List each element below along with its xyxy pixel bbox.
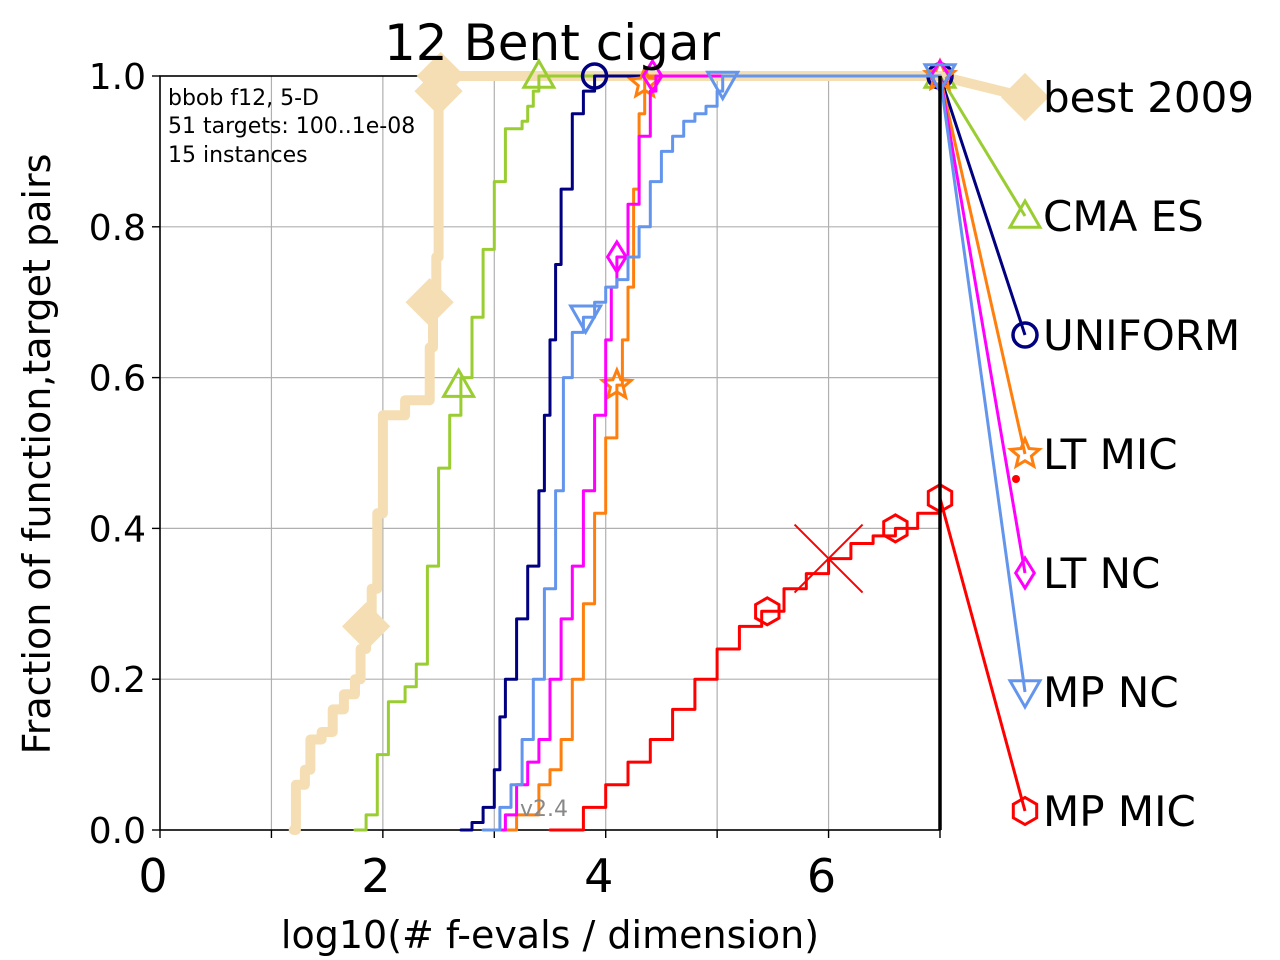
annotation-line-2: 51 targets: 100..1e-08 [168, 114, 415, 139]
marker-circle [1011, 321, 1039, 349]
marker-triangle-down [1007, 679, 1043, 711]
y-tick-label: 0.4 [89, 509, 146, 550]
series-line [487, 74, 942, 832]
legend-dot [1012, 475, 1020, 483]
series-mp-nc [481, 63, 1027, 832]
marker-triangle-up [521, 57, 557, 89]
legend-item: MP MIC [1011, 787, 1196, 836]
x-axis-label: log10(# f-evals / dimension) [281, 913, 819, 957]
marker-hexagon [882, 513, 909, 544]
series-mp-mic [548, 482, 1027, 832]
legend-connector [938, 75, 1027, 336]
series-layer [288, 51, 1027, 835]
legend-connector [938, 75, 1027, 217]
marker-diamond [416, 51, 465, 101]
axis-ticks: 0 2 4 6 0.0 0.2 0.4 0.6 0.8 1.0 [89, 57, 941, 903]
legend-connector [938, 497, 1027, 812]
cross-marker [793, 523, 864, 594]
x-tick-label: 0 [138, 849, 167, 903]
marker-diamond-open [641, 58, 664, 94]
legend-label: LT NC [1043, 549, 1160, 598]
y-tick-label: 0.6 [89, 359, 146, 400]
legend-label: best 2009 [1043, 73, 1254, 122]
version-label: v2.4 [520, 797, 568, 822]
series-line [492, 74, 942, 832]
annotation-line-3: 15 instances [168, 143, 308, 168]
cross-stroke [793, 523, 864, 594]
legend-label: LT MIC [1043, 430, 1178, 479]
marker-triangle-up [1007, 197, 1043, 229]
marker-diamond [342, 602, 391, 651]
marker-star [1006, 435, 1044, 470]
annotation-line-1: bbob f12, 5-D [168, 86, 319, 111]
legend: best 2009 CMA ES UNIFORM LT MIC LT NC MP NC MP… [1000, 72, 1254, 836]
legend-connector [938, 75, 1027, 574]
marker-hexagon [754, 596, 781, 627]
y-tick-label: 0.8 [89, 208, 146, 249]
marker-triangle-down [922, 63, 958, 95]
legend-item: LT MIC [1006, 430, 1178, 479]
series-line [481, 74, 942, 832]
legend-item: MP NC [1007, 668, 1179, 717]
legend-connector [938, 75, 1027, 455]
series-lt-nc [487, 58, 1027, 832]
legend-label: MP NC [1043, 668, 1179, 717]
y-tick-label: 0.2 [89, 660, 146, 701]
y-axis-label: Fraction of function,target pairs [15, 154, 59, 755]
x-tick-label: 4 [584, 849, 613, 903]
series-line [459, 74, 942, 832]
series-line [548, 496, 942, 832]
y-tick-label: 1.0 [89, 57, 146, 98]
series-best-2009 [288, 51, 1027, 835]
x-tick-label: 2 [361, 849, 390, 903]
marker-triangle-up [441, 367, 477, 398]
legend-item: CMA ES [1007, 192, 1204, 241]
legend-label: MP MIC [1043, 787, 1196, 836]
chart-title: 12 Bent cigar [384, 14, 721, 72]
marker-triangle-down [568, 304, 604, 336]
series-line [288, 71, 945, 835]
legend-item: best 2009 [1000, 72, 1254, 122]
series-cma-es [353, 57, 1027, 832]
marker-diamond [405, 278, 454, 327]
legend-connector [938, 75, 1027, 693]
legend-label: CMA ES [1043, 192, 1204, 241]
marker-hexagon [1011, 795, 1039, 827]
legend-item: UNIFORM [1011, 311, 1240, 360]
marker-diamond [1000, 72, 1050, 122]
series-lt-mic [492, 57, 1027, 832]
y-tick-label: 0.0 [89, 811, 146, 852]
marker-circle [580, 62, 609, 90]
legend-label: UNIFORM [1043, 311, 1240, 360]
x-tick-label: 6 [807, 849, 836, 903]
marker-diamond-open [1013, 555, 1037, 591]
marker-triangle-down [705, 70, 741, 102]
legend-item: LT NC [1013, 549, 1160, 598]
marker-diamond-open [605, 239, 628, 275]
